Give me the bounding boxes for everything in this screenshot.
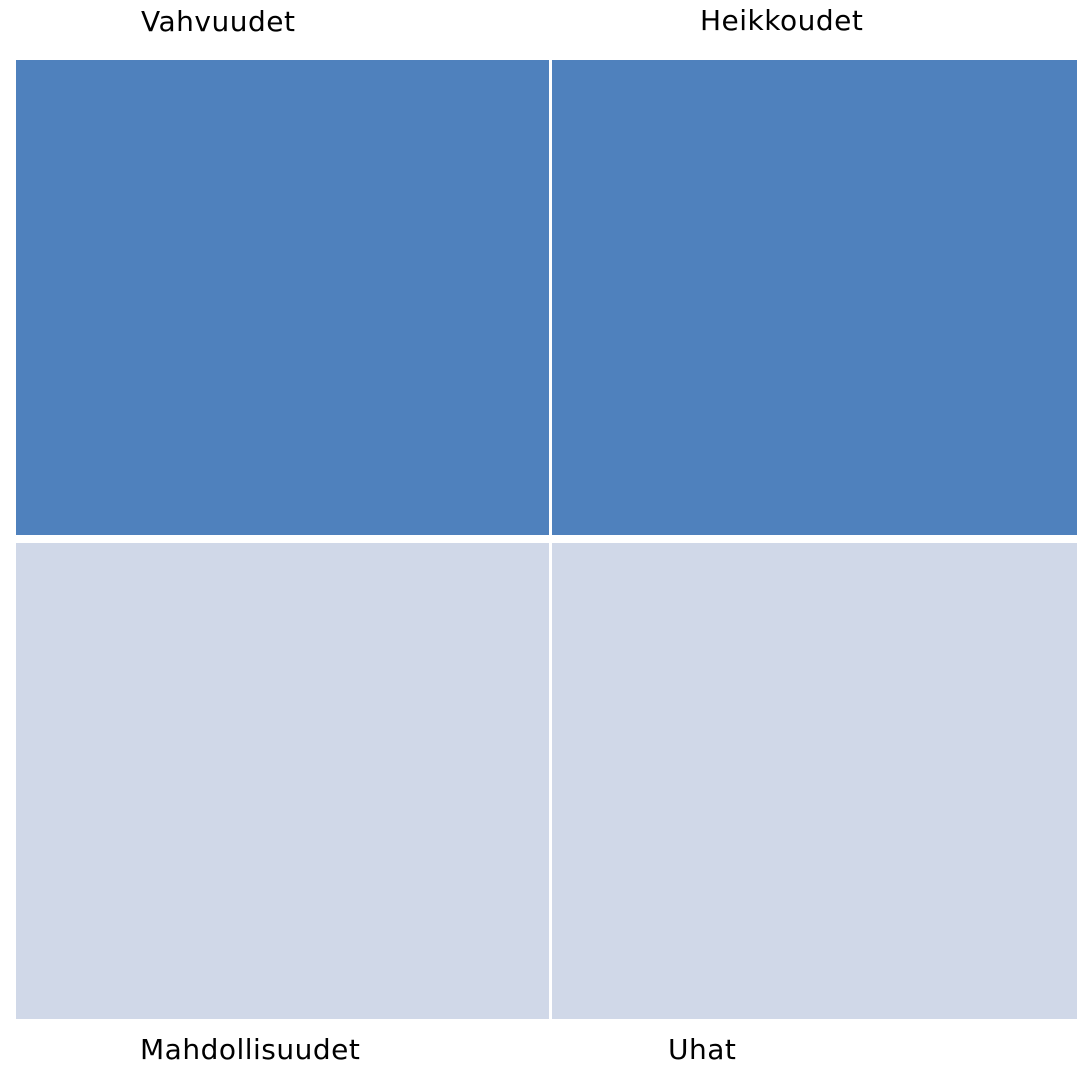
threats-label: Uhat	[668, 1033, 737, 1066]
strengths-quadrant	[16, 60, 549, 535]
weaknesses-label: Heikkoudet	[700, 4, 864, 37]
opportunities-label: Mahdollisuudet	[140, 1033, 361, 1066]
weaknesses-quadrant	[552, 60, 1077, 535]
threats-quadrant	[552, 543, 1077, 1019]
opportunities-quadrant	[16, 543, 549, 1019]
strengths-label: Vahvuudet	[141, 5, 296, 38]
